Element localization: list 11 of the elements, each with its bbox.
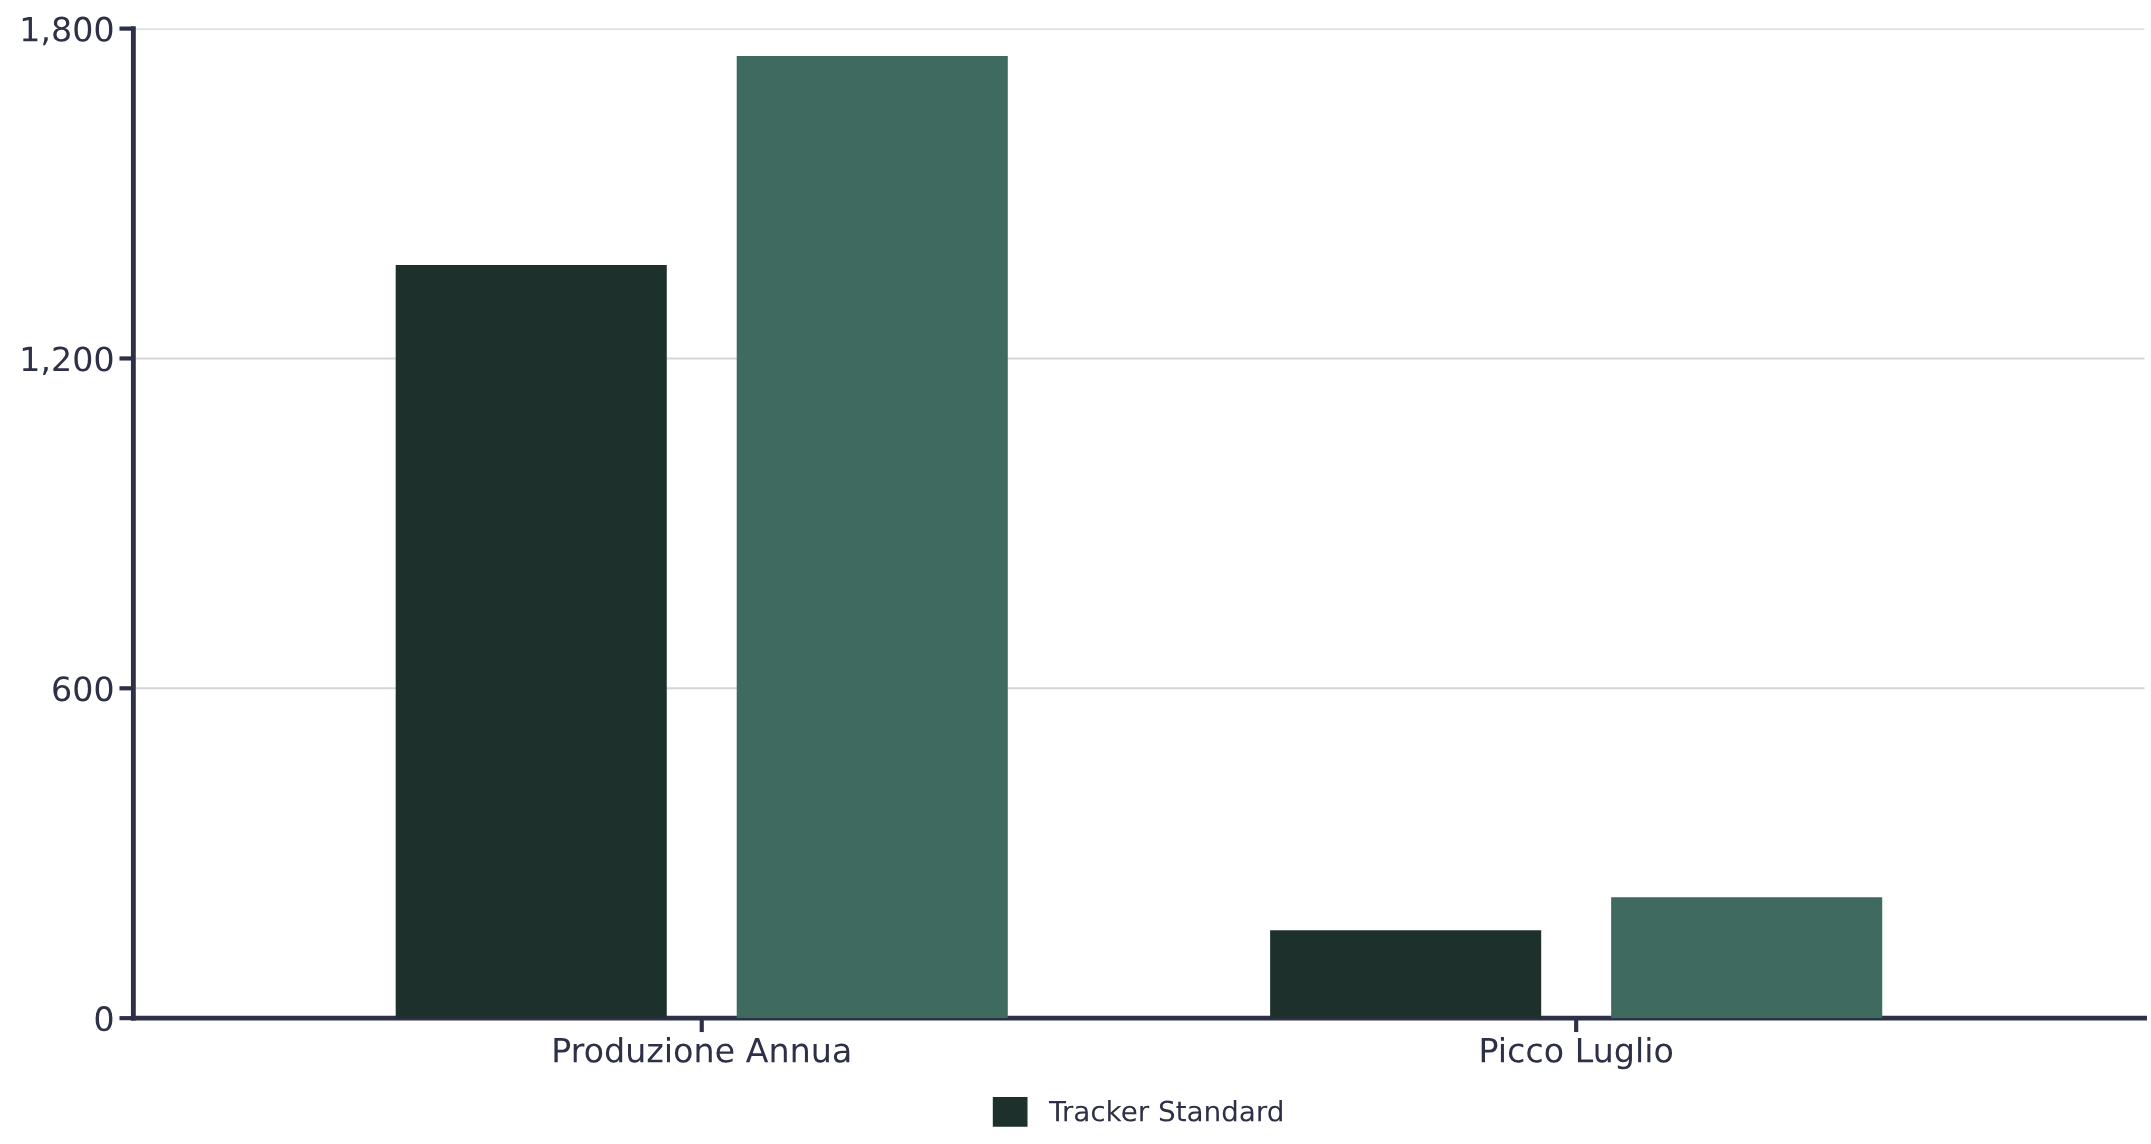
y-tick-label: 600 [53,676,113,702]
y-tick-label: 0 [95,1006,113,1032]
legend-label: Tracker Standard [1048,1100,1282,1122]
bar [736,56,1008,1019]
x-tick-label: Picco Luglio [1481,1036,1673,1070]
bar [395,264,667,1019]
x-tick-label: Produzione Annua [554,1036,850,1063]
y-tick-label: 1,800 [22,16,113,46]
bar [1611,897,1883,1019]
bar [1270,930,1542,1019]
y-tick-label: 1,200 [22,346,113,375]
